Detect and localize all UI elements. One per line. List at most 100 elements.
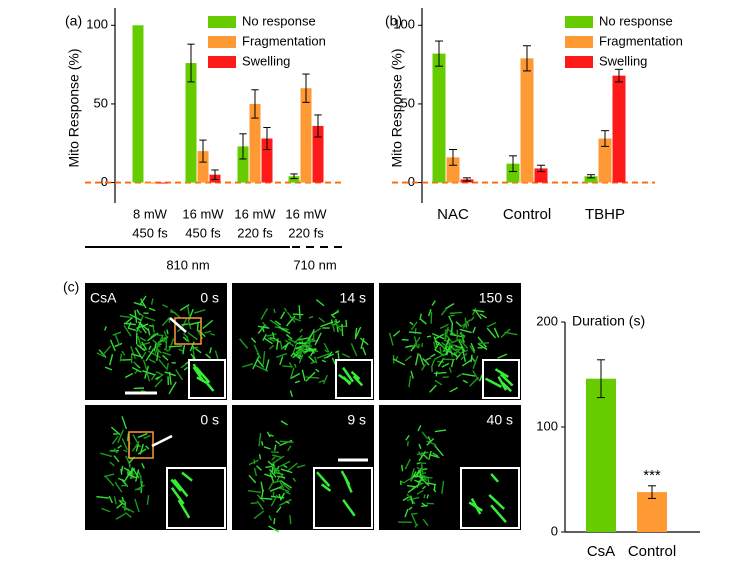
mito-texture — [477, 342, 490, 345]
mito-texture — [280, 480, 293, 489]
mito-texture — [266, 333, 277, 337]
mito-texture — [318, 379, 325, 384]
mito-texture — [127, 327, 137, 332]
mito-texture — [145, 445, 150, 450]
mito-texture — [414, 523, 419, 528]
mito-texture — [471, 357, 476, 363]
error-bar — [263, 127, 271, 151]
mito-texture — [123, 449, 128, 453]
mito-texture — [425, 357, 432, 361]
mito-texture — [256, 465, 262, 471]
bar — [249, 103, 261, 183]
mito-texture — [461, 319, 472, 327]
group-label: 810 nm — [166, 257, 209, 272]
mito-texture — [434, 429, 447, 433]
mito-texture — [120, 465, 124, 473]
mito-texture — [112, 331, 122, 336]
mito-texture — [426, 335, 432, 338]
mito-texture — [161, 317, 171, 327]
mito-texture — [256, 358, 265, 368]
mito-texture — [141, 341, 148, 351]
mito-texture — [114, 481, 123, 493]
mito-texture — [268, 515, 273, 521]
mito-texture — [279, 340, 283, 350]
inset — [335, 359, 373, 399]
error-bar — [290, 173, 298, 180]
mito-texture — [307, 343, 311, 349]
mito-texture — [189, 341, 195, 352]
mito-texture — [279, 440, 294, 444]
mito-texture — [450, 338, 461, 344]
mito-texture — [478, 343, 488, 351]
mito-texture — [316, 471, 331, 487]
mito-texture — [451, 347, 462, 355]
x-tick-label: 450 fs — [132, 225, 168, 240]
mito-texture — [131, 366, 142, 373]
mito-texture — [278, 486, 290, 493]
error-bar — [615, 68, 623, 83]
mito-texture — [445, 303, 455, 310]
mito-texture — [315, 368, 320, 373]
mito-texture — [121, 496, 125, 502]
mito-texture — [134, 498, 140, 513]
mito-texture — [142, 370, 156, 376]
mito-texture — [432, 488, 437, 493]
mito-texture — [192, 366, 205, 382]
mito-texture — [114, 342, 123, 348]
mito-texture — [422, 476, 433, 479]
mito-texture — [455, 345, 464, 349]
mito-texture — [131, 440, 140, 452]
mito-texture — [479, 313, 487, 319]
mito-texture — [405, 434, 410, 441]
mito-texture — [493, 327, 500, 338]
mito-texture — [423, 494, 426, 499]
mito-texture — [470, 316, 475, 321]
mito-texture — [119, 315, 133, 319]
mito-texture — [108, 495, 113, 504]
mito-texture — [318, 317, 325, 323]
bar — [185, 63, 197, 183]
error-bar — [597, 359, 605, 399]
mito-texture — [148, 345, 152, 351]
mito-texture — [421, 504, 429, 508]
mito-texture — [444, 329, 447, 342]
condition-label: CsA — [90, 290, 117, 306]
mito-texture — [148, 358, 157, 364]
mito-texture — [450, 322, 454, 335]
mito-texture — [305, 371, 316, 382]
legend-swatch — [565, 16, 593, 28]
bar — [132, 25, 144, 183]
mito-texture — [284, 339, 295, 347]
mito-texture — [209, 347, 212, 354]
mito-texture — [459, 335, 466, 344]
legend-label: Fragmentation — [242, 33, 326, 48]
mito-texture — [455, 353, 461, 360]
mito-texture — [261, 326, 265, 333]
mito-texture — [316, 352, 330, 359]
mito-texture — [406, 441, 409, 447]
legend-label: Fragmentation — [599, 33, 683, 48]
mito-texture — [278, 326, 291, 335]
mito-texture — [239, 338, 249, 349]
mito-texture — [268, 482, 274, 490]
mito-texture — [127, 473, 137, 479]
mito-texture — [320, 483, 332, 492]
mito-texture — [427, 436, 432, 442]
bar — [300, 88, 312, 183]
mito-texture — [250, 337, 257, 344]
mito-texture — [494, 368, 509, 378]
mito-texture — [266, 431, 271, 438]
mito-texture — [96, 352, 105, 358]
mito-texture — [486, 321, 497, 328]
arrow — [169, 317, 187, 333]
mito-texture — [457, 339, 466, 353]
mito-texture — [109, 354, 114, 366]
mito-texture — [410, 468, 415, 482]
mito-texture — [411, 512, 418, 515]
roi-box — [174, 317, 202, 345]
mito-texture — [202, 319, 214, 330]
mito-texture — [426, 440, 437, 446]
mito-texture — [449, 387, 458, 393]
mito-texture — [143, 434, 151, 439]
mito-texture — [256, 500, 264, 511]
